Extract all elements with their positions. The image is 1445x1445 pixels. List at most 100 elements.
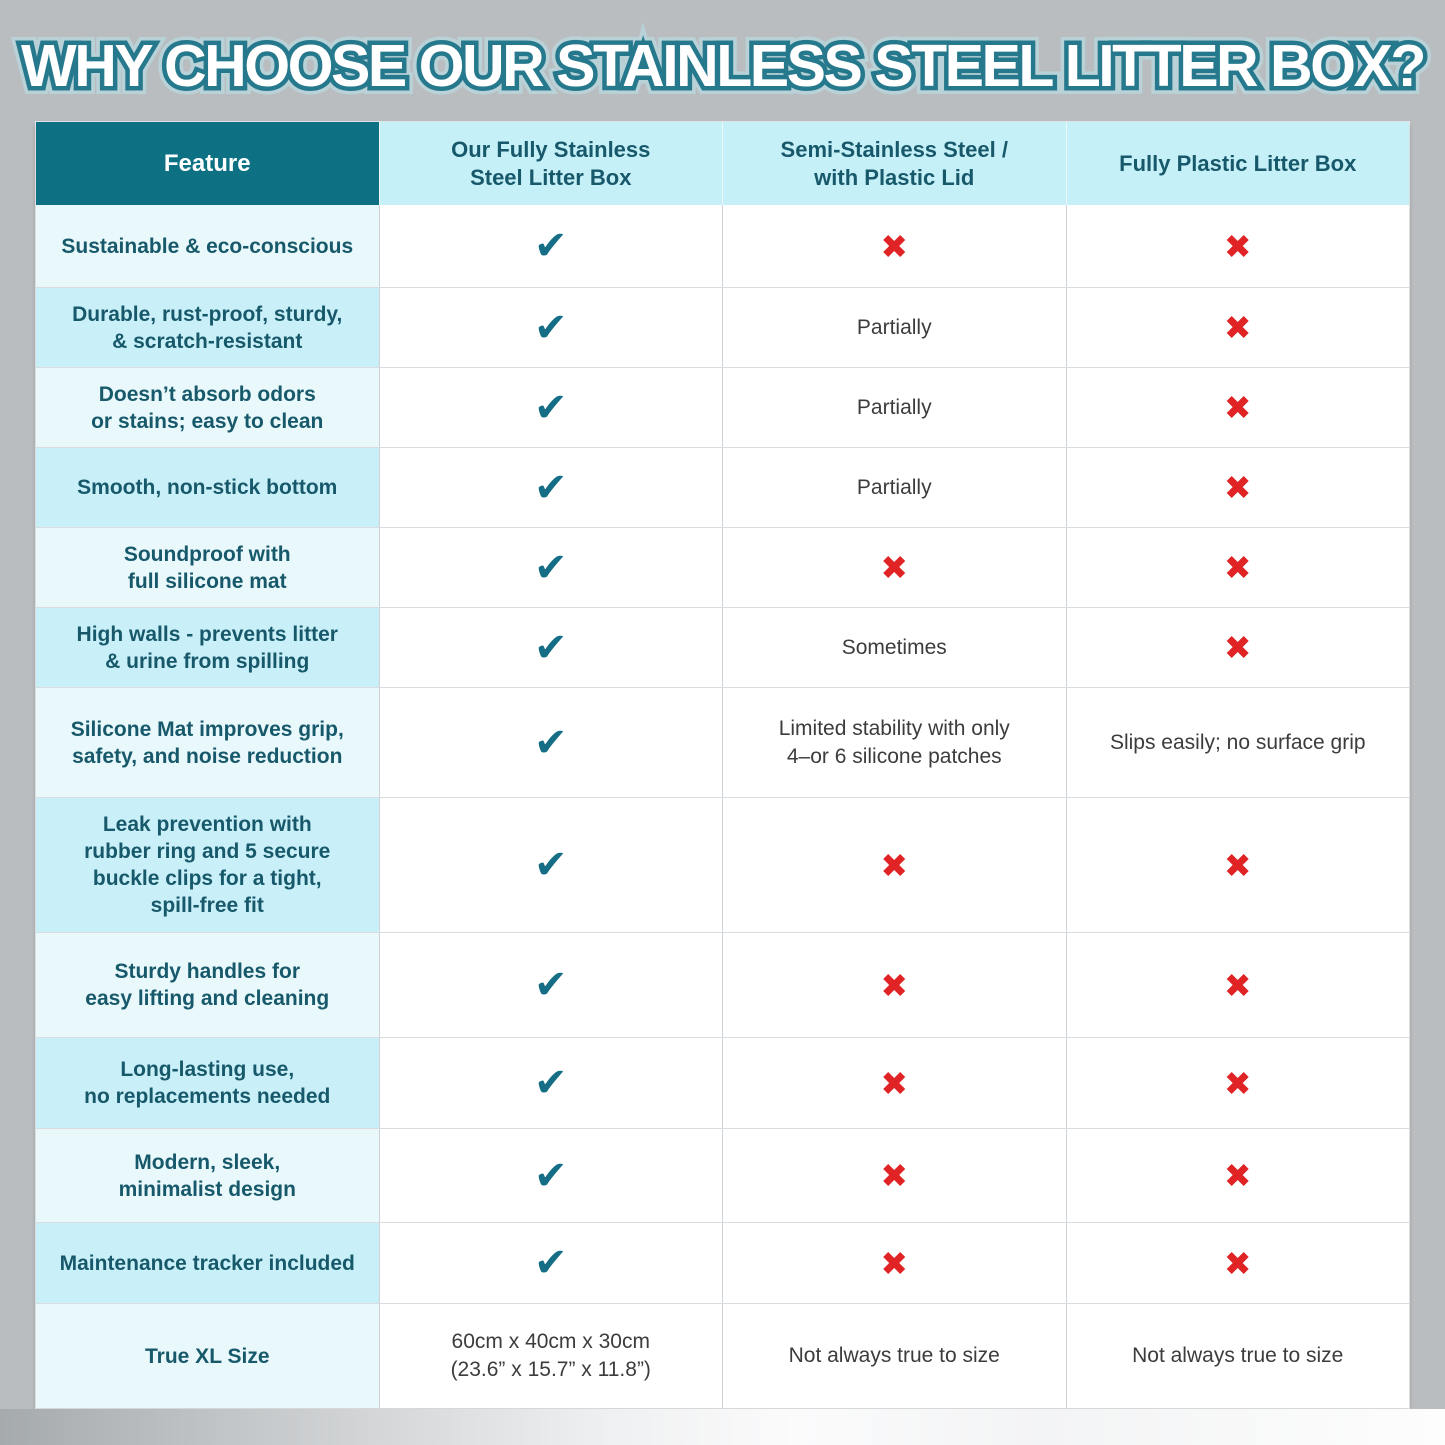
column-header-feature: Feature xyxy=(36,122,379,205)
x-icon: ✖ xyxy=(880,548,909,587)
table-row: Leak prevention with rubber ring and 5 s… xyxy=(36,797,1409,932)
table-row: Durable, rust-proof, sturdy, & scratch-r… xyxy=(36,287,1409,367)
check-icon: ✔ xyxy=(533,842,568,888)
mark-cell: ✖ xyxy=(722,205,1066,287)
cell-text: Limited stability with only 4–or 6 silic… xyxy=(722,688,1066,797)
mark-cell: ✔ xyxy=(378,448,722,527)
table-row: Sustainable & eco-conscious ✔ ✖ ✖ xyxy=(36,205,1409,287)
table-row: Silicone Mat improves grip, safety, and … xyxy=(36,687,1409,797)
table-row: True XL Size 60cm x 40cm x 30cm (23.6” x … xyxy=(36,1303,1409,1408)
mark-cell: ✔ xyxy=(378,205,722,287)
table-row: Smooth, non-stick bottom ✔ Partially ✖ xyxy=(36,447,1409,527)
mark-cell: ✔ xyxy=(378,933,722,1037)
mark-cell: ✖ xyxy=(1065,608,1409,687)
table-row: Long-lasting use, no replacements needed… xyxy=(36,1037,1409,1128)
check-icon: ✔ xyxy=(533,1152,568,1199)
table-row: Doesn’t absorb odors or stains; easy to … xyxy=(36,367,1409,447)
cell-text: 60cm x 40cm x 30cm (23.6” x 15.7” x 11.8… xyxy=(378,1304,722,1408)
x-icon: ✖ xyxy=(1223,1243,1252,1283)
mark-cell: ✖ xyxy=(722,528,1066,607)
cell-text: Partially xyxy=(722,448,1066,527)
mark-cell: ✔ xyxy=(378,368,722,447)
mark-cell: ✔ xyxy=(378,528,722,607)
feature-label: Sturdy handles for easy lifting and clea… xyxy=(36,933,379,1037)
mark-cell: ✔ xyxy=(378,1129,722,1222)
check-icon: ✔ xyxy=(533,544,568,591)
cell-text: Slips easily; no surface grip xyxy=(1065,688,1409,797)
feature-label: Leak prevention with rubber ring and 5 s… xyxy=(36,798,379,932)
column-header-our-stainless: Our Fully Stainless Steel Litter Box xyxy=(378,122,722,205)
check-icon: ✔ xyxy=(533,719,568,766)
x-icon: ✖ xyxy=(1223,845,1252,885)
cell-text: Not always true to size xyxy=(722,1304,1066,1408)
table-body: Sustainable & eco-conscious ✔ ✖ ✖ Durable, r… xyxy=(36,205,1409,1408)
feature-label: Modern, sleek, minimalist design xyxy=(36,1129,379,1222)
check-icon: ✔ xyxy=(533,624,568,671)
table-row: Maintenance tracker included ✔ ✖ ✖ xyxy=(36,1222,1409,1303)
column-header-fully-plastic: Fully Plastic Litter Box xyxy=(1065,122,1409,205)
mark-cell: ✖ xyxy=(722,1038,1066,1128)
feature-label: Doesn’t absorb odors or stains; easy to … xyxy=(36,368,379,447)
x-icon: ✖ xyxy=(1223,388,1252,427)
mark-cell: ✔ xyxy=(378,1038,722,1128)
x-icon: ✖ xyxy=(880,226,909,266)
table-row: Modern, sleek, minimalist design ✔ ✖ ✖ xyxy=(36,1128,1409,1222)
table-row: High walls - prevents litter & urine fro… xyxy=(36,607,1409,687)
check-icon: ✔ xyxy=(533,384,568,431)
cell-text: Partially xyxy=(722,368,1066,447)
page-title-outer-outline: WHY CHOOSE OUR STAINLESS STEEL LITTER BO… xyxy=(13,25,1434,107)
mark-cell: ✖ xyxy=(1065,1129,1409,1222)
page-title-outline: WHY CHOOSE OUR STAINLESS STEEL LITTER BO… xyxy=(17,29,1431,104)
feature-label: Long-lasting use, no replacements needed xyxy=(36,1038,379,1128)
table-row: Soundproof with full silicone mat ✔ ✖ ✖ xyxy=(36,527,1409,607)
mark-cell: ✖ xyxy=(1065,528,1409,607)
feature-label: Smooth, non-stick bottom xyxy=(36,448,379,527)
cell-text: Sometimes xyxy=(722,608,1066,687)
feature-label: Maintenance tracker included xyxy=(36,1223,379,1303)
mark-cell: ✖ xyxy=(722,1223,1066,1303)
x-icon: ✖ xyxy=(1223,468,1252,507)
check-icon: ✔ xyxy=(533,464,568,511)
page-title-text: WHY CHOOSE OUR STAINLESS STEEL LITTER BO… xyxy=(21,33,1426,99)
mark-cell: ✖ xyxy=(1065,933,1409,1037)
mark-cell: ✖ xyxy=(1065,1038,1409,1128)
mark-cell: ✖ xyxy=(1065,368,1409,447)
x-icon: ✖ xyxy=(1223,226,1252,266)
mark-cell: ✔ xyxy=(378,1223,722,1303)
x-icon: ✖ xyxy=(1223,628,1252,667)
x-icon: ✖ xyxy=(1223,548,1252,587)
mark-cell: ✖ xyxy=(1065,448,1409,527)
mark-cell: ✔ xyxy=(378,688,722,797)
cell-text: Not always true to size xyxy=(1065,1304,1409,1408)
check-icon: ✔ xyxy=(533,1240,568,1286)
x-icon: ✖ xyxy=(1223,965,1252,1005)
mark-cell: ✖ xyxy=(1065,288,1409,367)
feature-label: Soundproof with full silicone mat xyxy=(36,528,379,607)
mark-cell: ✖ xyxy=(1065,205,1409,287)
feature-label: True XL Size xyxy=(36,1304,379,1408)
x-icon: ✖ xyxy=(880,965,909,1005)
feature-label: Sustainable & eco-conscious xyxy=(36,205,379,287)
check-icon: ✔ xyxy=(533,223,568,269)
column-header-semi-stainless: Semi-Stainless Steel / with Plastic Lid xyxy=(722,122,1066,205)
bottom-gradient xyxy=(0,1409,1445,1445)
x-icon: ✖ xyxy=(1223,1063,1252,1103)
feature-label: Silicone Mat improves grip, safety, and … xyxy=(36,688,379,797)
comparison-table: Feature Our Fully Stainless Steel Litter… xyxy=(36,122,1409,1408)
mark-cell: ✖ xyxy=(1065,1223,1409,1303)
x-icon: ✖ xyxy=(1223,1156,1252,1195)
table-row: Sturdy handles for easy lifting and clea… xyxy=(36,932,1409,1037)
x-icon: ✖ xyxy=(880,1243,909,1283)
feature-label: Durable, rust-proof, sturdy, & scratch-r… xyxy=(36,288,379,367)
mark-cell: ✖ xyxy=(722,1129,1066,1222)
mark-cell: ✔ xyxy=(378,288,722,367)
feature-label: High walls - prevents litter & urine fro… xyxy=(36,608,379,687)
check-icon: ✔ xyxy=(533,1060,568,1106)
check-icon: ✔ xyxy=(533,962,568,1008)
cell-text: Partially xyxy=(722,288,1066,367)
x-icon: ✖ xyxy=(880,845,909,885)
x-icon: ✖ xyxy=(880,1063,909,1103)
mark-cell: ✖ xyxy=(722,798,1066,932)
x-icon: ✖ xyxy=(1223,308,1252,347)
